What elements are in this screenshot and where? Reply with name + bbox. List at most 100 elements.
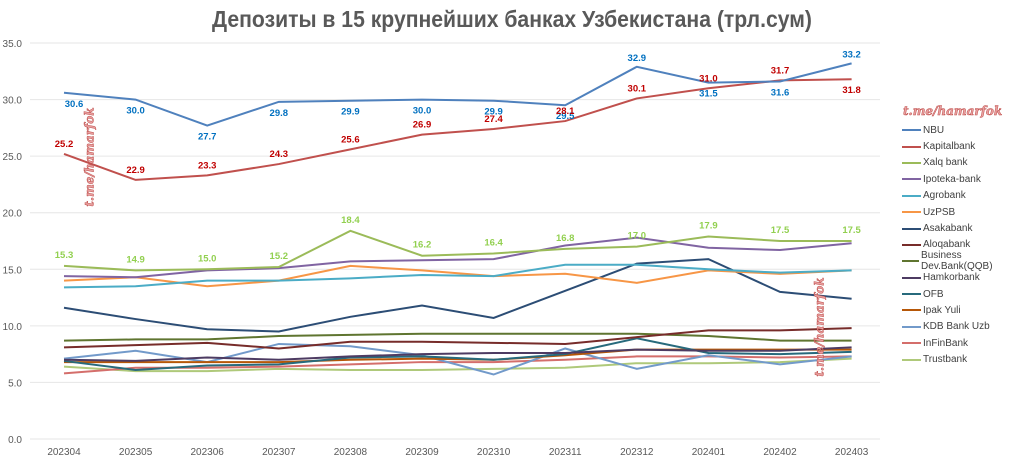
data-label: 18.4 — [341, 215, 360, 226]
chart-title: Депозиты в 15 крупнейших банках Узбекист… — [212, 6, 812, 32]
legend-swatch — [902, 293, 921, 296]
legend-item: Kapitalbank — [902, 138, 1024, 154]
data-label: 14.9 — [126, 254, 145, 265]
series-line-ipak-yuli — [64, 348, 852, 364]
data-label: 29.8 — [270, 108, 289, 119]
series-line-hamkorbank — [63, 346, 852, 362]
data-label: 17.9 — [699, 220, 718, 231]
legend-swatch — [902, 342, 921, 345]
y-tick-label: 0.0 — [8, 435, 22, 446]
legend-label: Kapitalbank — [923, 141, 976, 153]
data-label: 22.9 — [126, 165, 145, 176]
legend-item: UzPSB — [902, 204, 1024, 220]
legend-item: Hamkorbank — [902, 270, 1024, 286]
watermark: t.me/hamarfok — [812, 277, 827, 377]
data-label: 16.4 — [484, 237, 503, 248]
data-label: 27.7 — [198, 132, 217, 143]
data-label: 26.9 — [413, 120, 432, 131]
legend-label: Business Dev.Bank(QQB) — [921, 250, 993, 273]
data-label: 31.6 — [771, 87, 790, 98]
legend-swatch — [902, 325, 921, 328]
legend-swatch — [902, 358, 921, 361]
data-label: 27.4 — [484, 114, 503, 125]
legend-label: Agrobank — [923, 190, 966, 202]
legend-label: Aloqabank — [923, 239, 971, 251]
series-line-nbu — [63, 62, 852, 127]
series-line-business-dev-bank-qqb- — [63, 332, 852, 342]
legend-item: Ipak Yuli — [902, 302, 1024, 318]
legend-item: Ipoteka-bank — [902, 171, 1024, 187]
y-tick-label: 35.0 — [3, 39, 23, 50]
series-line-asakabank — [63, 258, 852, 333]
legend-swatch — [902, 309, 921, 312]
data-label: 29.5 — [556, 111, 575, 122]
x-tick-label: 202311 — [549, 447, 582, 458]
data-label: 30.0 — [126, 106, 145, 117]
legend-swatch — [902, 178, 921, 181]
legend-swatch — [902, 260, 920, 263]
legend-item: Agrobank — [902, 188, 1024, 204]
legend-label: Ipak Yuli — [923, 304, 961, 316]
legend-item: Trustbank — [902, 351, 1024, 367]
data-label: 31.8 — [842, 85, 861, 96]
y-tick-label: 5.0 — [8, 378, 22, 389]
y-tick-label: 30.0 — [3, 96, 23, 107]
watermark: t.me/hamarfok — [82, 107, 97, 207]
data-label: 15.2 — [270, 251, 289, 262]
legend-item: Asakabank — [902, 220, 1024, 236]
legend-swatch — [902, 129, 921, 132]
series-line-uzpsb — [63, 264, 852, 288]
watermark: t.me/hamarfok — [903, 104, 1003, 119]
x-tick-label: 202401 — [692, 447, 726, 458]
legend-swatch — [902, 145, 921, 148]
legend-swatch — [902, 276, 921, 279]
legend-label: KDB Bank Uzb — [923, 321, 990, 333]
data-label: 25.6 — [341, 134, 360, 145]
data-label: 16.2 — [413, 240, 432, 251]
legend-swatch — [902, 243, 921, 246]
data-label: 31.5 — [699, 89, 718, 100]
legend-item: Xalq bank — [902, 155, 1024, 171]
x-tick-label: 202304 — [47, 447, 81, 458]
x-tick-label: 202309 — [405, 447, 439, 458]
x-tick-label: 202310 — [477, 447, 511, 458]
y-tick-label: 15.0 — [3, 265, 23, 276]
legend-label: UzPSB — [923, 206, 956, 218]
x-tick-label: 202306 — [191, 447, 225, 458]
series-line-ipoteka-bank — [63, 236, 852, 279]
data-label: 15.3 — [55, 250, 74, 261]
legend-item: Business Dev.Bank(QQB) — [902, 250, 1024, 273]
data-label: 29.9 — [484, 107, 503, 118]
y-tick-label: 10.0 — [3, 322, 23, 333]
series-line-xalq-bank — [63, 229, 852, 272]
legend-swatch — [902, 227, 921, 230]
y-tick-label: 20.0 — [3, 209, 23, 220]
legend-swatch — [902, 161, 921, 164]
data-label: 25.2 — [55, 139, 74, 150]
legend-label: Asakabank — [923, 223, 973, 235]
x-tick-label: 202402 — [763, 447, 797, 458]
y-tick-label: 25.0 — [3, 152, 23, 163]
data-label: 28.1 — [556, 106, 575, 117]
data-label: 17.0 — [628, 231, 647, 242]
series-line-trustbank — [63, 357, 852, 373]
x-tick-label: 202403 — [835, 447, 869, 458]
data-label: 33.2 — [842, 49, 861, 60]
x-tick-label: 202312 — [620, 447, 654, 458]
data-label: 31.0 — [699, 73, 718, 84]
legend-swatch — [902, 194, 921, 197]
legend: NBU Kapitalbank Xalq bank Ipoteka-bank Agrob… — [902, 122, 1024, 368]
legend-label: Hamkorbank — [923, 272, 980, 284]
series-line-kapitalbank — [63, 78, 852, 181]
legend-label: Xalq bank — [923, 157, 968, 169]
legend-label: OFB — [923, 288, 944, 300]
data-label: 30.6 — [65, 99, 84, 110]
data-label: 30.0 — [413, 106, 432, 117]
legend-label: Ipoteka-bank — [923, 173, 981, 185]
legend-item: KDB Bank Uzb — [902, 319, 1024, 335]
legend-label: NBU — [923, 124, 945, 136]
legend-label: Trustbank — [923, 354, 968, 366]
data-label: 16.8 — [556, 233, 575, 244]
data-label: 24.3 — [270, 149, 289, 160]
